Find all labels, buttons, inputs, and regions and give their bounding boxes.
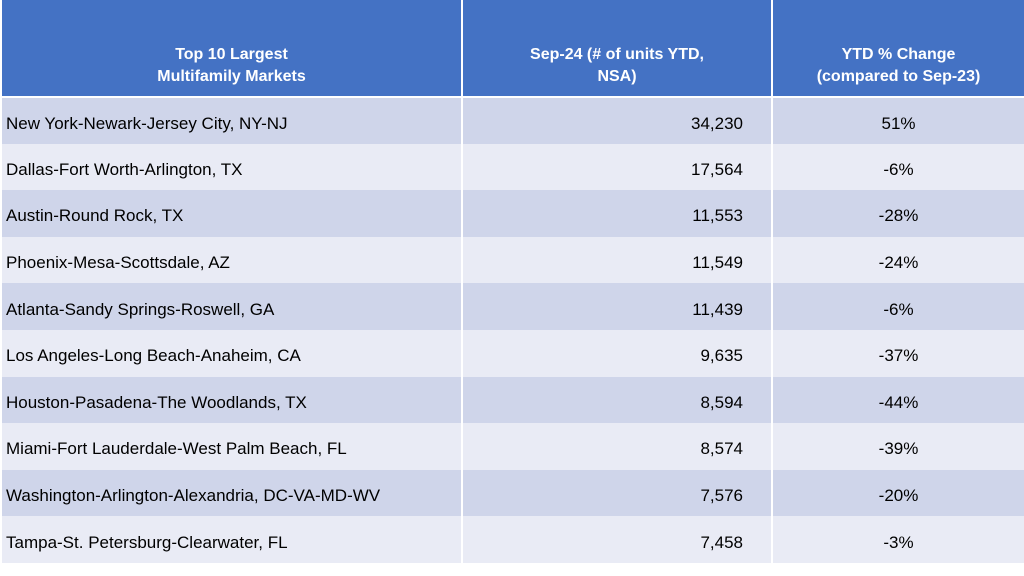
table-row: Houston-Pasadena-The Woodlands, TX 8,594-… <box>0 376 1024 424</box>
table-cell: Phoenix-Mesa-Scottsdale, AZ <box>0 236 463 284</box>
header-cell: Top 10 Largest Multifamily Markets <box>0 0 463 98</box>
table-cell: -6% <box>771 283 1024 330</box>
table-row: New York-Newark-Jersey City, NY-NJ 34,230… <box>0 97 1024 144</box>
header-row: Top 10 Largest Multifamily Markets Sep-2… <box>0 0 1024 98</box>
table-row: Los Angeles-Long Beach-Anaheim, CA 9,635-… <box>0 329 1024 377</box>
table-row: Atlanta-Sandy Springs-Roswell, GA 11,439-… <box>0 283 1024 330</box>
table-row: Washington-Arlington-Alexandria, DC-VA-M… <box>0 469 1024 517</box>
header-cell: Sep-24 (# of units YTD, NSA) <box>461 0 773 98</box>
table-row: Tampa-St. Petersburg-Clearwater, FL 7,458… <box>0 516 1024 563</box>
table-cell: -37% <box>771 329 1024 377</box>
header-text: Sep-24 (# of units YTD, NSA) <box>530 46 704 85</box>
table-cell: -20% <box>771 469 1024 517</box>
table-cell: 9,635 <box>461 329 773 377</box>
table-cell: -3% <box>771 516 1024 563</box>
table-cell: 8,574 <box>461 423 773 470</box>
table-cell: 11,549 <box>461 236 773 284</box>
table-cell: 11,439 <box>461 283 773 330</box>
table-cell: Los Angeles-Long Beach-Anaheim, CA <box>0 329 463 377</box>
header-cell: YTD % Change (compared to Sep-23) <box>771 0 1024 98</box>
table-cell: 17,564 <box>461 143 773 191</box>
table-row: Austin-Round Rock, TX 11,553 -28% <box>0 190 1024 237</box>
markets-table: Top 10 Largest Multifamily Markets Sep-2… <box>0 0 1024 563</box>
table-cell: 7,576 <box>461 469 773 517</box>
table-cell: 8,594 <box>461 376 773 424</box>
table-row: Miami-Fort Lauderdale-West Palm Beach, F… <box>0 423 1024 470</box>
table-row: Phoenix-Mesa-Scottsdale, AZ 11,549 -24% <box>0 236 1024 284</box>
table-cell: 51% <box>771 97 1024 144</box>
table-cell: Austin-Round Rock, TX <box>0 190 463 237</box>
table-cell: Houston-Pasadena-The Woodlands, TX <box>0 376 463 424</box>
header-text: YTD % Change (compared to Sep-23) <box>816 46 981 85</box>
table-cell: 34,230 <box>461 97 773 144</box>
table-cell: New York-Newark-Jersey City, NY-NJ <box>0 97 463 144</box>
table-cell: -24% <box>771 236 1024 284</box>
table-cell: -6% <box>771 143 1024 191</box>
table-cell: 7,458 <box>461 516 773 563</box>
table-cell: -39% <box>771 423 1024 470</box>
header-text: Top 10 Largest Multifamily Markets <box>157 46 306 85</box>
table-cell: Atlanta-Sandy Springs-Roswell, GA <box>0 283 463 330</box>
table-cell: Miami-Fort Lauderdale-West Palm Beach, F… <box>0 423 463 470</box>
table-cell: Dallas-Fort Worth-Arlington, TX <box>0 143 463 191</box>
table-row: Dallas-Fort Worth-Arlington, TX 17,564 -6% <box>0 143 1024 191</box>
table-cell: Washington-Arlington-Alexandria, DC-VA-M… <box>0 469 463 517</box>
table-cell: -44% <box>771 376 1024 424</box>
table-cell: -28% <box>771 190 1024 237</box>
table-cell: Tampa-St. Petersburg-Clearwater, FL <box>0 516 463 563</box>
table-cell: 11,553 <box>461 190 773 237</box>
